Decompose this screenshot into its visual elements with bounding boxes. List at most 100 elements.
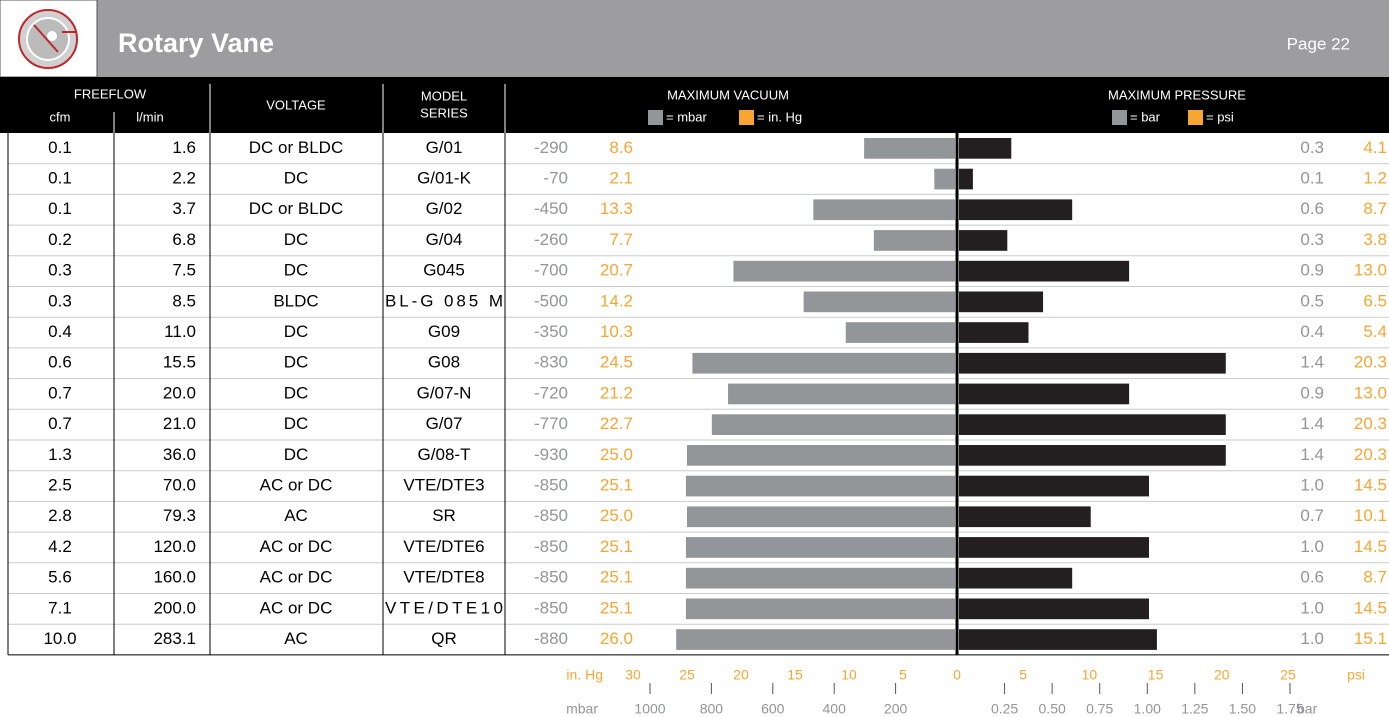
- legend-psi: = psi: [1206, 109, 1234, 124]
- pressure-psi: 8.7: [1363, 568, 1387, 587]
- vacuum-inhg: 24.5: [600, 353, 633, 372]
- cfm: 0.7: [48, 383, 72, 402]
- model: G09: [428, 322, 460, 341]
- header-voltage: VOLTAGE: [266, 97, 326, 112]
- inhg-tick-label: 15: [787, 667, 803, 683]
- pressure-psi: 20.3: [1354, 445, 1387, 464]
- vacuum-mbar: -770: [534, 414, 568, 433]
- pressure-bar: [959, 322, 1029, 343]
- vacuum-mbar: -880: [534, 629, 568, 648]
- vacuum-bar: [711, 414, 955, 435]
- axis-label: psi: [1347, 667, 1365, 683]
- vacuum-inhg: 25.1: [600, 598, 633, 617]
- pressure-bar: [959, 291, 1044, 313]
- pressure-bar: [959, 445, 1226, 466]
- header-model: MODEL: [421, 88, 467, 103]
- header-vacuum: MAXIMUM VACUUM: [667, 87, 789, 102]
- pressure-psi: 6.5: [1363, 291, 1387, 310]
- pressure-bar: [959, 629, 1157, 650]
- pressure-bar-value: 1.0: [1300, 629, 1324, 648]
- voltage: DC or BLDC: [249, 138, 343, 157]
- cfm: 0.1: [48, 138, 72, 157]
- mbar-tick-label: 200: [884, 701, 908, 717]
- header-cfm: cfm: [50, 109, 71, 124]
- pressure-psi: 14.5: [1354, 537, 1387, 556]
- pressure-bar: [959, 567, 1073, 589]
- pressure-bar-value: 1.4: [1300, 445, 1324, 464]
- pressure-psi: 10.1: [1354, 506, 1387, 525]
- pressure-bar-value: 0.3: [1300, 138, 1324, 157]
- pressure-bar-value: 0.4: [1300, 322, 1324, 341]
- model: VTE/DTE6: [403, 537, 484, 556]
- pressure-psi: 4.1: [1363, 138, 1387, 157]
- lpm: 200.0: [153, 598, 196, 617]
- bar-tick-label: 0.75: [1086, 701, 1113, 717]
- voltage: AC or DC: [260, 537, 333, 556]
- lpm: 36.0: [163, 445, 196, 464]
- bar-tick-label: 0.50: [1039, 701, 1066, 717]
- cfm: 0.6: [48, 353, 72, 372]
- cfm: 1.3: [48, 445, 72, 464]
- vacuum-bar: [934, 168, 955, 190]
- inhg-tick-label: 10: [841, 667, 857, 683]
- vacuum-mbar: -850: [534, 598, 568, 617]
- vacuum-mbar: -850: [534, 476, 568, 495]
- vacuum-inhg: 20.7: [600, 261, 633, 280]
- vacuum-bar: [685, 567, 955, 589]
- cfm: 4.2: [48, 537, 72, 556]
- pressure-bar-value: 0.3: [1300, 230, 1324, 249]
- pressure-bar-value: 0.1: [1300, 169, 1324, 188]
- bar-tick-label: 0.25: [991, 701, 1018, 717]
- cfm: 7.1: [48, 598, 72, 617]
- vacuum-mbar: -720: [534, 383, 568, 402]
- vacuum-inhg: 25.1: [600, 476, 633, 495]
- vacuum-mbar: -290: [534, 138, 568, 157]
- vacuum-inhg: 25.0: [600, 445, 633, 464]
- vacuum-bar: [873, 230, 955, 251]
- vacuum-bar: [733, 260, 955, 282]
- vacuum-mbar: -450: [534, 199, 568, 218]
- axis-label: in. Hg: [566, 667, 603, 683]
- voltage: AC or DC: [260, 568, 333, 587]
- inhg-tick-label: 30: [625, 667, 641, 683]
- cfm: 5.6: [48, 568, 72, 587]
- model: G045: [423, 261, 465, 280]
- cfm: 2.8: [48, 506, 72, 525]
- lpm: 120.0: [153, 537, 196, 556]
- pressure-bar-value: 0.7: [1300, 506, 1324, 525]
- vacuum-inhg: 13.3: [600, 199, 633, 218]
- voltage: BLDC: [273, 291, 318, 310]
- lpm: 283.1: [153, 629, 196, 648]
- cfm: 0.1: [48, 169, 72, 188]
- pressure-bar-value: 0.6: [1300, 199, 1324, 218]
- axis-label: bar: [1297, 701, 1318, 717]
- vacuum-mbar: -930: [534, 445, 568, 464]
- column-header: [0, 77, 1389, 133]
- legend-inhg: = in. Hg: [757, 109, 802, 124]
- pressure-psi: 3.8: [1363, 230, 1387, 249]
- pressure-psi: 20.3: [1354, 414, 1387, 433]
- title-bar: [0, 0, 1389, 77]
- vacuum-mbar: -70: [543, 169, 568, 188]
- vacuum-bar: [845, 322, 955, 343]
- lpm: 20.0: [163, 383, 196, 402]
- vacuum-bar: [692, 352, 955, 374]
- vacuum-bar: [685, 537, 955, 558]
- pressure-psi: 20.3: [1354, 353, 1387, 372]
- vacuum-mbar: -830: [534, 353, 568, 372]
- pressure-bar: [959, 537, 1149, 558]
- legend-swatch: [1112, 110, 1127, 125]
- model: VTE/DTE8: [403, 568, 484, 587]
- bar-tick-label: 1.00: [1134, 701, 1161, 717]
- logo: [18, 9, 78, 69]
- pressure-bar-value: 0.9: [1300, 261, 1324, 280]
- inhg-tick-label: 20: [733, 667, 749, 683]
- model: G/01-K: [417, 169, 472, 188]
- voltage: DC: [284, 414, 309, 433]
- header-lpm: l/min: [136, 109, 163, 124]
- model: G/07-N: [417, 383, 472, 402]
- pressure-bar-value: 0.9: [1300, 383, 1324, 402]
- pressure-bar-value: 1.0: [1300, 537, 1324, 556]
- psi-tick-label: 10: [1082, 667, 1098, 683]
- vacuum-bar: [803, 291, 955, 313]
